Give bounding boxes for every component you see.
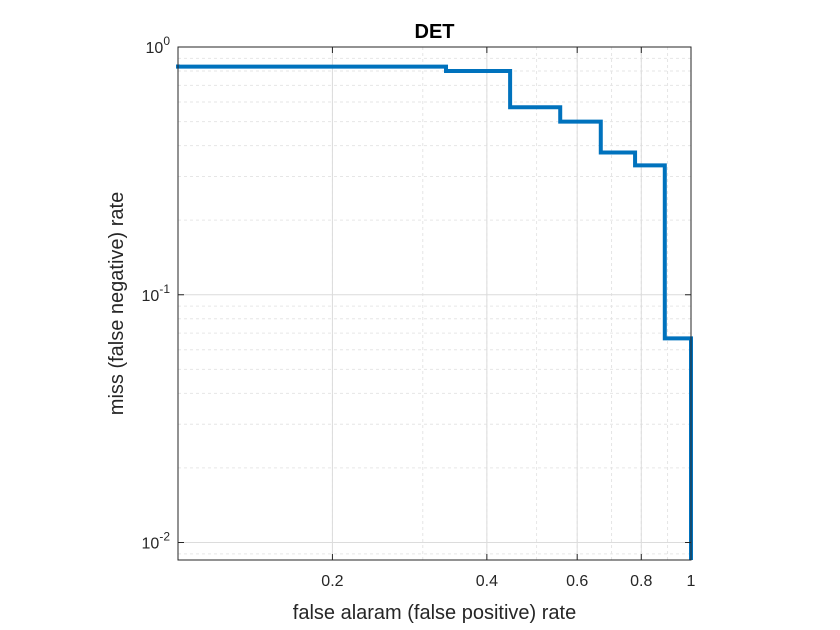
series-layer <box>176 64 693 560</box>
x-tick-label: 1 <box>687 573 696 590</box>
x-tick-label: 0.6 <box>566 573 588 590</box>
y-tick-label: 100 <box>146 34 171 57</box>
det-curve <box>176 64 693 560</box>
x-tick-label: 0.2 <box>321 573 343 590</box>
x-axis-label: false alaram (false positive) rate <box>293 602 576 624</box>
x-tick-label: 0.8 <box>630 573 652 590</box>
x-tick-label: 0.4 <box>476 573 498 590</box>
plot-background <box>178 47 691 560</box>
y-axis-label: miss (false negative) rate <box>106 192 128 415</box>
y-tick-label: 10-2 <box>142 530 171 553</box>
grid <box>178 46 692 560</box>
y-tick-label: 10-1 <box>142 282 171 305</box>
chart-title: DET <box>415 21 455 43</box>
axes-box <box>177 46 692 561</box>
ticks: 0.2 0.4 0.6 0.8 1 100 10-1 10-2 <box>142 34 696 590</box>
